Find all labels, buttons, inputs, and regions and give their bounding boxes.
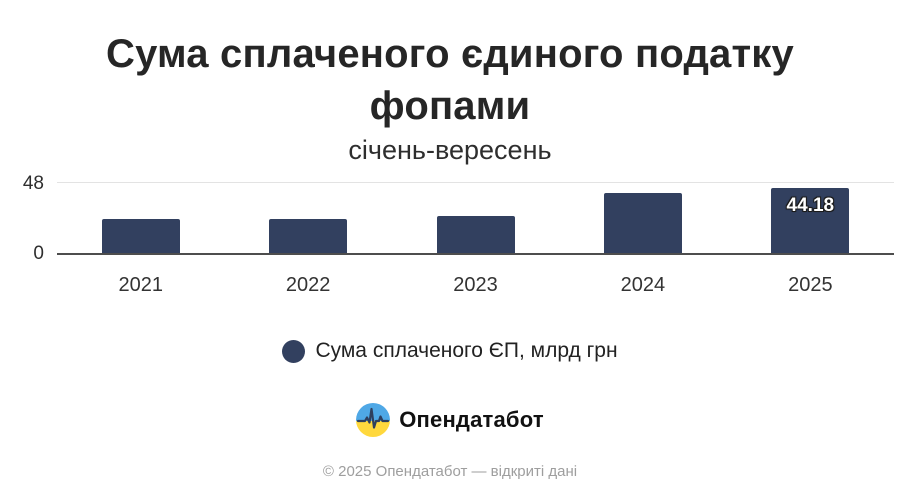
copyright-notice: © 2025 Опендатабот — відкриті дані [322,463,578,480]
opendatabot-logo[interactable]: Опендатабот [0,403,900,437]
bar-slot-2022 [224,182,391,253]
y-axis-tick-0: 0 [33,243,44,264]
bar-slot-2021 [57,182,224,253]
x-axis-label-2024: 2024 [620,274,666,296]
bar-slot-2024 [559,182,726,253]
bar-slot-2023 [392,182,559,253]
plot-area: 44.18 [57,182,894,255]
bars: 44.18 [57,182,894,253]
legend-marker-icon [282,339,306,363]
x-axis-label-2022: 2022 [285,274,331,296]
chart-title: Сума сплаченого єдиного податку фопами [106,32,794,128]
bar-slot-2025: 44.18 [727,182,894,253]
legend: Сума сплаченого ЄП, млрд грн [0,339,900,363]
bar-2022[interactable] [269,218,348,253]
y-axis-tick-48: 48 [22,173,44,194]
x-axis-label-2023: 2023 [453,274,498,296]
gridline-48 [57,182,894,183]
bar-2024[interactable] [603,193,682,253]
x-axis-labels: 2021 2022 2023 2024 2025 [57,275,894,295]
bar-2023[interactable] [436,215,515,253]
bar-2021[interactable] [101,218,180,253]
opendatabot-logo-text: Опендатабот [399,407,544,432]
x-axis-label-2025: 2025 [788,274,833,296]
bar-value-label-2025: 44.18 [786,194,835,216]
x-axis-label-2021: 2021 [118,274,163,296]
chart-subtitle: січень-вересень [348,135,552,165]
legend-label: Сума сплаченого ЄП, млрд грн [315,339,618,362]
bar-2025[interactable]: 44.18 [771,187,850,253]
x-axis-line [57,253,894,255]
opendatabot-logo-icon [356,403,391,437]
